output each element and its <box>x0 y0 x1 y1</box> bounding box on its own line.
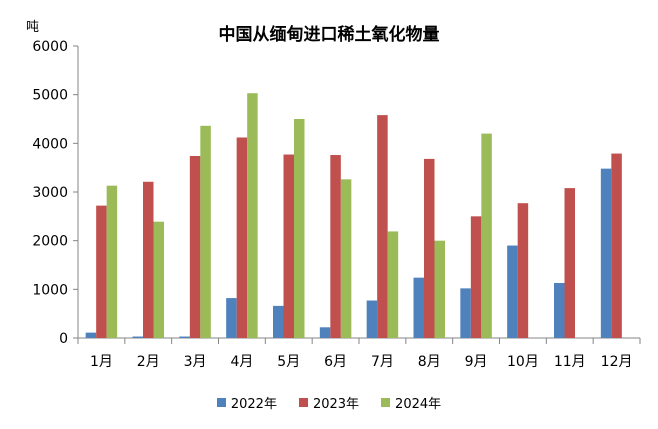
y-tick-label: 3000 <box>32 185 68 201</box>
bar-2023年-3月 <box>189 155 201 338</box>
bar-2024年-6月 <box>340 179 352 338</box>
legend-label: 2024年 <box>395 397 442 412</box>
bar-2022年-3月 <box>179 336 190 338</box>
x-tick-label: 10月 <box>507 354 539 370</box>
bar-2023年-2月 <box>143 181 154 338</box>
bar-2022年-12月 <box>600 168 612 338</box>
bar-2022年-10月 <box>507 245 518 338</box>
bar-2024年-3月 <box>200 125 211 339</box>
legend-swatch <box>216 398 226 407</box>
bar-2023年-12月 <box>611 153 622 338</box>
legend-label: 2022年 <box>230 397 277 412</box>
bar-2024年-5月 <box>294 119 305 338</box>
bar-2024年-4月 <box>247 93 258 338</box>
y-tick-label: 2000 <box>32 234 68 250</box>
bar-2022年-8月 <box>413 277 424 338</box>
bar-2022年-11月 <box>554 283 565 338</box>
chart-title: 中国从缅甸进口稀土氧化物量 <box>218 25 440 45</box>
bar-2022年-4月 <box>226 298 237 338</box>
bar-2023年-7月 <box>377 115 388 339</box>
x-tick-label: 4月 <box>230 354 253 370</box>
bar-2022年-2月 <box>132 336 143 338</box>
bar-2023年-6月 <box>330 155 341 338</box>
bar-2023年-11月 <box>564 188 575 338</box>
x-tick-label: 2月 <box>137 354 160 370</box>
bar-2024年-7月 <box>387 231 399 338</box>
bar-2023年-1月 <box>96 205 107 338</box>
x-tick-label: 9月 <box>465 354 488 370</box>
bar-2022年-1月 <box>85 332 97 338</box>
y-tick-label: 1000 <box>32 282 68 298</box>
bar-2022年-9月 <box>460 288 471 338</box>
bar-2023年-10月 <box>517 203 529 338</box>
y-tick-label: 4000 <box>32 136 68 152</box>
bar-2022年-7月 <box>366 300 378 338</box>
bar-2024年-9月 <box>481 133 492 338</box>
bar-2022年-5月 <box>273 305 284 338</box>
legend-swatch <box>298 398 308 407</box>
x-tick-label: 7月 <box>371 354 394 370</box>
x-tick-label: 1月 <box>90 354 113 370</box>
x-tick-label: 3月 <box>184 354 207 370</box>
x-tick-label: 12月 <box>601 354 633 370</box>
bar-2024年-1月 <box>106 185 118 338</box>
x-tick-label: 5月 <box>277 354 300 370</box>
legend-swatch <box>381 398 391 407</box>
bar-2023年-9月 <box>470 216 482 338</box>
bar-2024年-8月 <box>434 240 445 338</box>
bar-2023年-5月 <box>283 154 294 338</box>
bar-2023年-4月 <box>236 137 248 338</box>
x-tick-label: 6月 <box>324 354 347 370</box>
bar-2022年-6月 <box>319 327 331 338</box>
bar-2023年-8月 <box>424 158 435 338</box>
bar-2024年-2月 <box>153 221 164 338</box>
legend-item: 2024年 <box>381 393 441 412</box>
legend: 2022年 2023年 2024年 <box>0 393 658 412</box>
x-tick-label: 8月 <box>418 354 441 370</box>
legend-item: 2023年 <box>298 393 360 412</box>
x-tick-label: 11月 <box>554 354 586 370</box>
y-axis-unit: 吨 <box>26 20 40 35</box>
legend-label: 2023年 <box>312 397 360 412</box>
y-tick-label: 5000 <box>32 88 68 104</box>
legend-item: 2022年 <box>216 393 277 412</box>
y-tick-label: 6000 <box>32 39 68 55</box>
y-tick-label: 0 <box>59 331 68 347</box>
